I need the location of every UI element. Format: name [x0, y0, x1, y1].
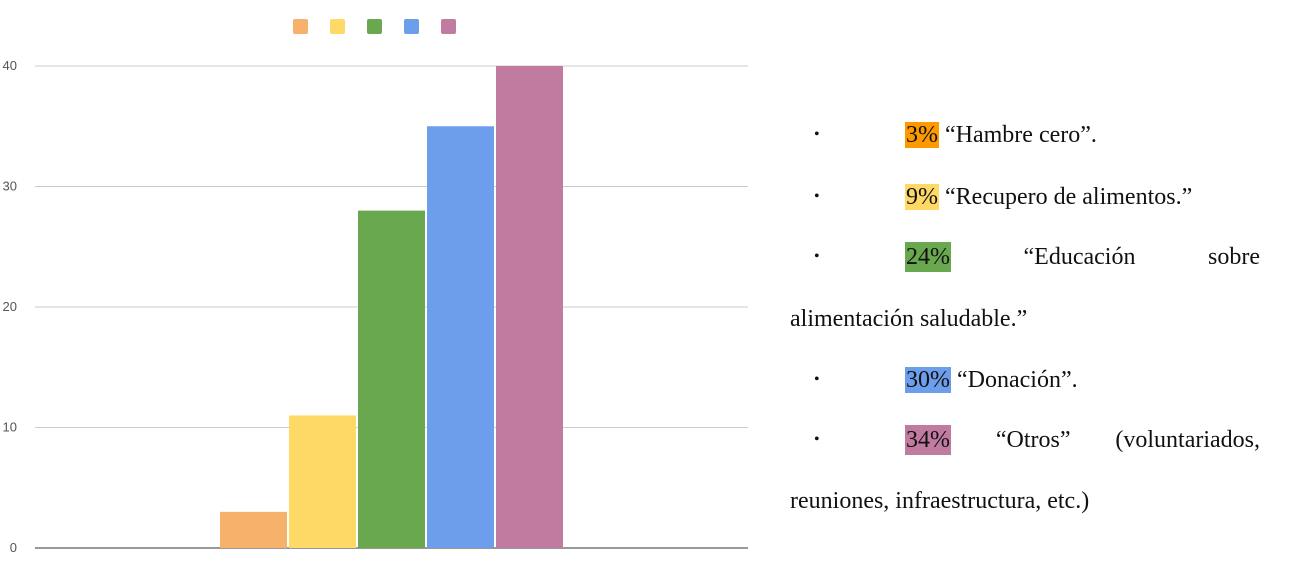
item-text-a: “Otros”	[995, 427, 1071, 453]
bar	[220, 511, 287, 548]
item-text-a: “Educación	[1023, 244, 1136, 270]
bar	[358, 210, 425, 548]
item-text-b: sobre	[1208, 244, 1260, 270]
y-tick-label: 40	[3, 58, 17, 73]
bar	[496, 66, 563, 548]
bar-chart: 0 10 20 30 40	[3, 19, 748, 555]
list-item-educacion-cont: alimentación saludable.”	[790, 306, 1028, 332]
bullet-icon: •	[814, 431, 820, 448]
percent-label: 30%	[905, 367, 951, 393]
bullet-icon: •	[814, 371, 820, 388]
percent-label: 24%	[905, 242, 951, 272]
bullet-icon: •	[814, 126, 820, 143]
y-tick-label: 30	[3, 179, 17, 194]
chart-legend	[293, 19, 456, 34]
bars	[220, 66, 563, 548]
legend-swatch	[404, 19, 419, 34]
bar	[427, 126, 494, 548]
item-text: “Donación”.	[957, 367, 1078, 393]
bullet-icon: •	[814, 188, 820, 205]
y-tick-label: 10	[3, 420, 17, 435]
item-text: “Hambre cero”.	[945, 122, 1097, 148]
legend-swatch	[293, 19, 308, 34]
percent-label: 3%	[905, 122, 939, 148]
y-tick-label: 0	[10, 540, 17, 555]
legend-swatch	[367, 19, 382, 34]
item-text-b: (voluntariados,	[1115, 427, 1260, 453]
bullet-icon: •	[814, 248, 820, 265]
y-axis-ticks: 0 10 20 30 40	[3, 58, 17, 555]
item-text: “Recupero de alimentos.”	[945, 184, 1193, 210]
percentage-list: • 3% “Hambre cero”. • 9% “Recupero de al…	[790, 0, 1270, 561]
list-item-otros-cont: reuniones, infraestructura, etc.)	[790, 488, 1090, 514]
legend-swatch	[441, 19, 456, 34]
bar	[289, 415, 356, 548]
percent-label: 34%	[905, 425, 951, 455]
percent-label: 9%	[905, 184, 939, 210]
legend-swatch	[330, 19, 345, 34]
y-tick-label: 20	[3, 299, 17, 314]
